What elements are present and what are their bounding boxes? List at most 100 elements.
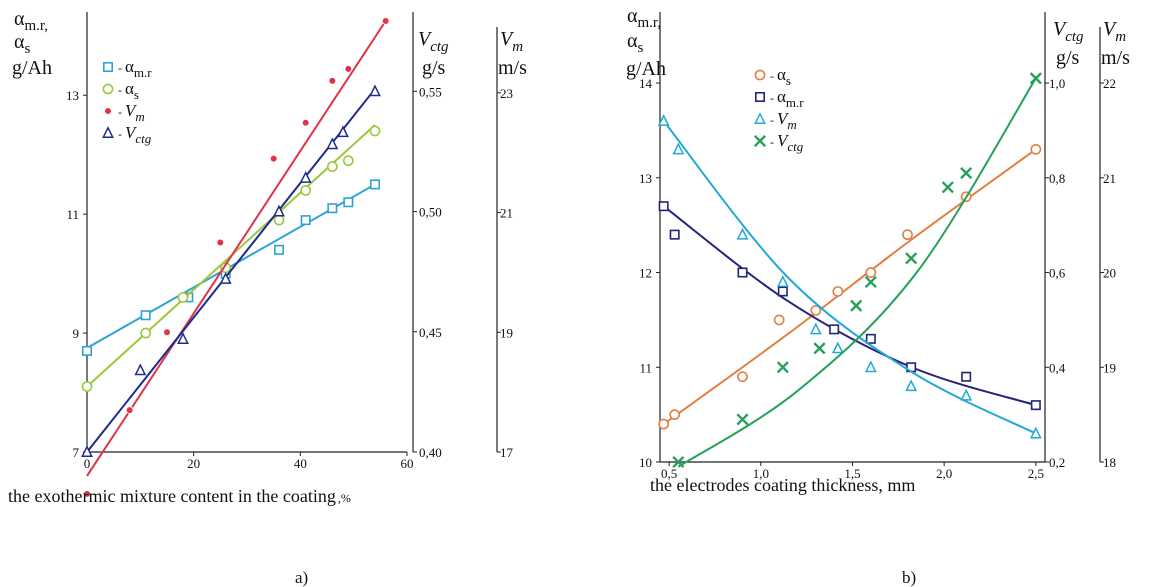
panel-a-series-m-dot: [83, 17, 390, 498]
panel-a-data-point: [300, 184, 312, 196]
panel-b-series-ctg-x: [672, 72, 1042, 469]
panel-a-series-line: [86, 88, 376, 453]
panel-b-series-line: [663, 148, 1037, 425]
panel-a-legend: - αm.r- αs- Vm- Vctg: [102, 57, 152, 146]
panel-a-data-point: [343, 197, 354, 208]
panel-a-legend-marker: [102, 126, 114, 138]
panel-b-right1-tick-label: 1,0: [1049, 76, 1065, 91]
panel-b-data-point: [960, 167, 973, 180]
panel-b-data-point: [658, 418, 670, 430]
panel-a-legend-entry: - αs: [118, 79, 139, 102]
panel-b-x-tick-label: 2,0: [936, 466, 952, 481]
panel-b-label: b): [902, 568, 916, 587]
panel-b-data-point: [961, 371, 972, 382]
panel-a-data-point: [82, 345, 93, 356]
panel-a-data-point: [328, 77, 337, 85]
panel-a-data-point: [140, 327, 152, 339]
panel-b-series-line: [677, 77, 1037, 468]
panel-b-data-point: [960, 388, 973, 401]
panel-b-plot: 0,5 1,0 1,5 2,0 2,5 10 11 12 13 14 0,2 0,4 0,6 0,8 1,0…: [639, 12, 1116, 481]
panel-a-data-point: [163, 328, 171, 337]
panel-b-data-point: [657, 114, 670, 126]
panel-a-data-point: [177, 332, 189, 344]
panel-a-series-line: [86, 20, 387, 477]
panel-b-data-point: [905, 379, 918, 392]
panel-b-data-point: [672, 142, 685, 155]
panel-b-legend-marker: [753, 134, 767, 148]
panel-a-legend-entry: - Vctg: [118, 123, 152, 146]
panel-b-legend-marker: [754, 92, 765, 103]
panel-a-right1-tick-label: 0,55: [419, 84, 442, 99]
panel-b-data-point: [941, 181, 954, 194]
panel-b-data-point: [669, 229, 680, 240]
panel-b-data-point: [773, 314, 785, 326]
panel-b-left-tick-label: 11: [639, 360, 652, 375]
panel-b-data-point: [737, 371, 748, 383]
panel-a-data-point: [140, 310, 151, 321]
panel-a-left-tick-label: 13: [66, 88, 79, 103]
panel-b-right1-tick-label: 0,6: [1049, 266, 1066, 281]
panel-b-data-point: [864, 360, 877, 373]
panel-b-right1-tick-label: 0,4: [1049, 360, 1066, 375]
panel-b-legend: - αs- αm.r- Vm- Vctg: [753, 65, 804, 154]
panel-b-data-point: [810, 305, 822, 316]
panel-b-data-point: [831, 341, 844, 354]
panel-a-legend-entry: - Vm: [118, 101, 145, 124]
panel-b-data-point: [1029, 426, 1042, 439]
panel-b-series-mr-square: [658, 201, 1041, 411]
panel-b-x-axis-title: the electrodes coating thickness, mm: [650, 475, 915, 495]
panel-b-data-point: [865, 267, 877, 278]
panel-b: 0,5 1,0 1,5 2,0 2,5 10 11 12 13 14 0,2 0,4 0,6 0,8 1,0…: [626, 5, 1130, 587]
panel-b-data-point: [813, 342, 826, 355]
panel-b-x-tick-label: 0,5: [661, 466, 677, 481]
panel-a-data-point: [326, 137, 339, 150]
panel-a-data-point: [326, 161, 338, 172]
panel-b-x-tick-label: 1,5: [844, 466, 860, 481]
panel-b-data-point: [864, 275, 877, 289]
panel-a-data-point: [369, 125, 381, 137]
panel-a: 0 20 40 60 7 9 11 13 0,40 0,45 0,50 0,55 17 19 21 23 αm…: [8, 8, 527, 587]
panel-a-left-axis-title: αm.r, αs g/Ah: [12, 8, 53, 79]
panel-a-right1-tick-label: 0,50: [419, 205, 442, 220]
panel-a-series-ctg-triangle: [81, 84, 381, 457]
panel-a-right2-tick-label: 23: [500, 86, 513, 101]
panel-b-series-s-circle: [658, 143, 1042, 430]
panel-b-data-point: [850, 299, 863, 312]
panel-b-right2-tick-label: 18: [1103, 455, 1116, 470]
panel-a-data-point: [344, 65, 353, 73]
panel-a-data-point: [369, 84, 381, 97]
panel-b-right1-tick-label: 0,8: [1049, 171, 1065, 186]
panel-a-data-point: [342, 155, 354, 167]
panel-b-right1-axis-title: Vctg g/s: [1053, 18, 1089, 69]
panel-b-legend-entry: - αs: [770, 65, 791, 88]
panel-a-data-point: [125, 406, 134, 414]
panel-a-data-point: [81, 445, 93, 457]
panel-a-left-tick-label: 11: [66, 207, 79, 222]
panel-b-data-point: [1030, 400, 1041, 411]
panel-b-left-tick-label: 12: [639, 266, 652, 281]
panel-a-data-point: [269, 154, 278, 163]
panel-a-legend-marker: [102, 83, 114, 95]
panel-a-right1-tick-label: 0,45: [419, 325, 442, 340]
panel-b-series-line: [663, 205, 1037, 407]
panel-a-data-point: [273, 204, 285, 217]
panel-b-data-point: [1029, 72, 1042, 85]
panel-a-data-point: [337, 125, 349, 138]
panel-b-right2-tick-label: 22: [1103, 76, 1116, 91]
panel-b-data-point: [658, 201, 669, 212]
panel-b-left-axis-title: αm.r, αs g/Ah: [626, 5, 666, 80]
panel-a-right1-axis-title: Vctg g/s: [418, 28, 454, 79]
panel-a-legend-marker: [104, 107, 112, 115]
panel-a-right2-tick-label: 17: [500, 445, 514, 460]
panel-a-data-point: [81, 381, 93, 392]
panel-b-data-point: [672, 455, 685, 469]
panel-a-data-point: [300, 215, 311, 226]
panel-a-data-point: [299, 171, 312, 183]
panel-a-data-point: [327, 203, 338, 214]
panel-b-x-tick-label: 2,5: [1028, 466, 1044, 481]
panel-b-series-line: [662, 120, 1037, 435]
panel-a-series-mr-square: [82, 179, 380, 356]
panel-a-label: a): [295, 568, 308, 587]
panel-a-data-point: [83, 490, 91, 498]
panel-b-right2-tick-label: 20: [1103, 266, 1116, 281]
